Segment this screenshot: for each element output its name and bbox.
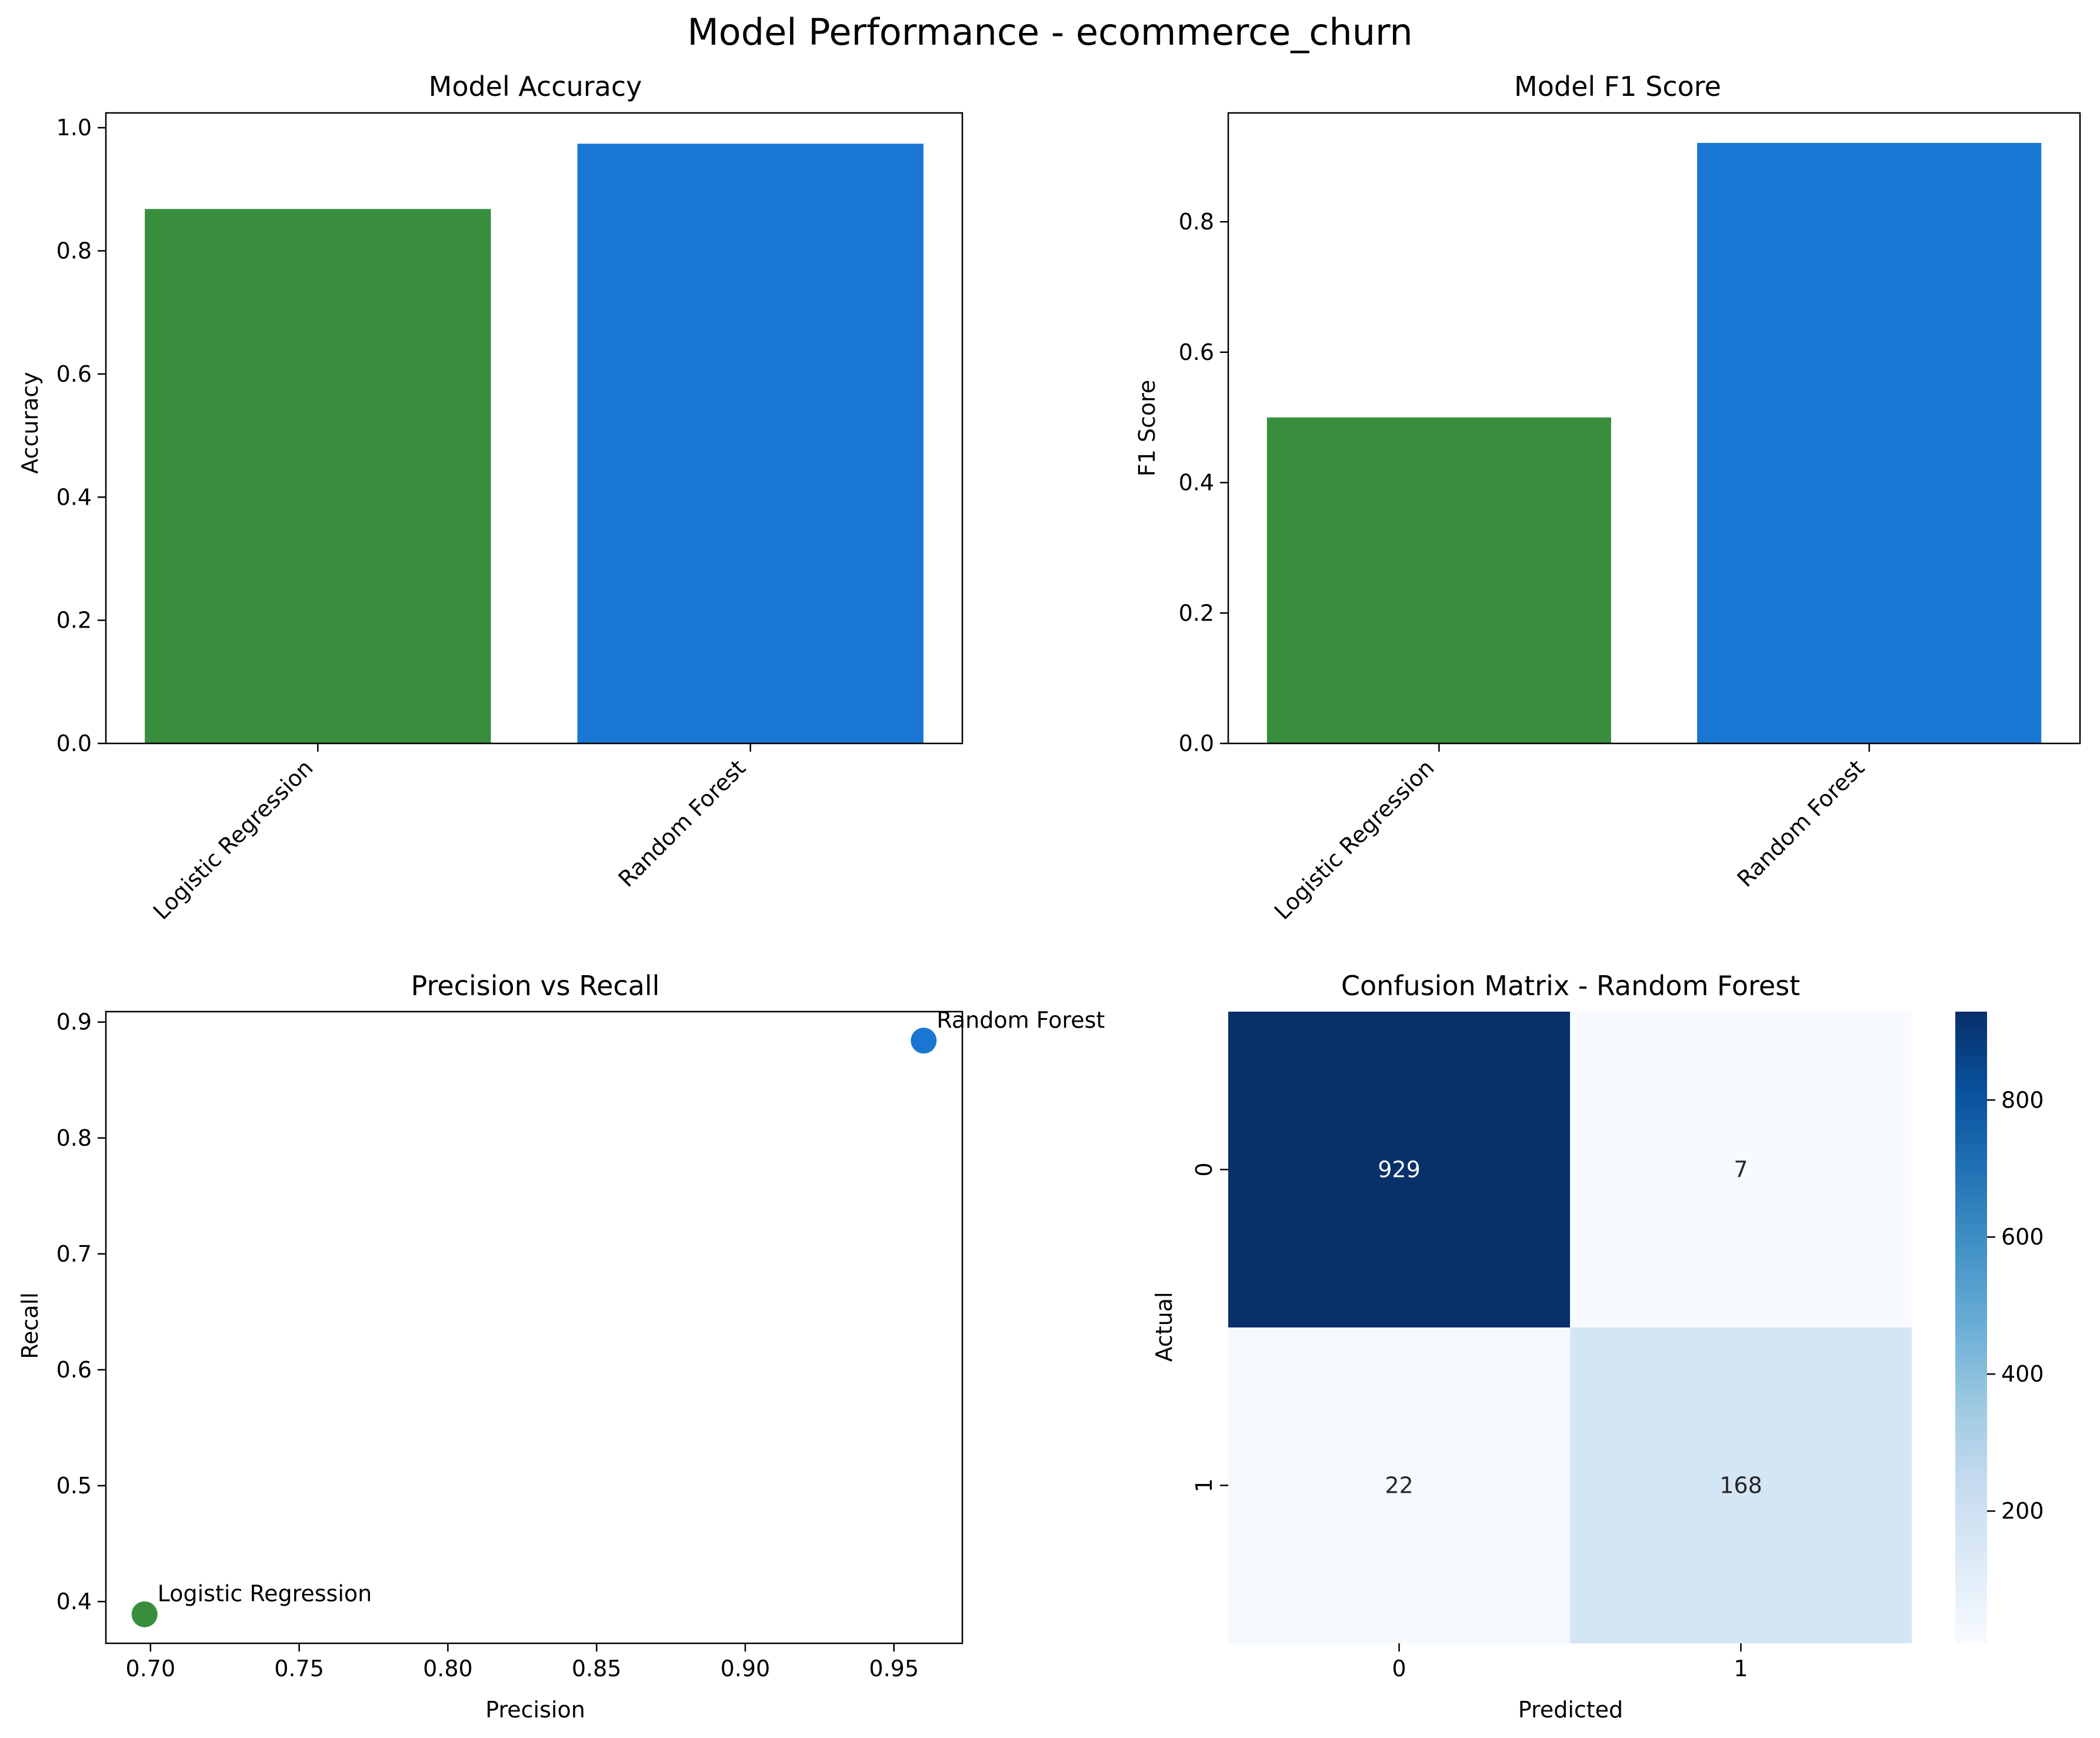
scatter-axis-ticks: 0.70 0.75 0.80 0.85 0.90 0.95 0.4 0.5 0.6 0.7 0.8 0…: [56, 1009, 919, 1682]
f1-chart-title: Model F1 Score: [1514, 71, 1721, 102]
accuracy-y-tick-label: 1.0: [56, 115, 92, 141]
scatter-y-tick-label: 0.4: [56, 1589, 92, 1614]
heatmap-y-tick-label: 1: [1191, 1478, 1217, 1492]
f1-bar: [1266, 417, 1611, 743]
scatter-x-axis-label: Precision: [485, 1697, 585, 1723]
heatmap-cell-label: 7: [1734, 1157, 1748, 1183]
scatter-y-tick-label: 0.9: [56, 1009, 92, 1035]
scatter-y-tick-label: 0.6: [56, 1357, 92, 1383]
heatmap-x-tick-label: 1: [1734, 1656, 1748, 1682]
heatmap-x-axis-label: Predicted: [1518, 1697, 1623, 1723]
figure-title: Model Performance - ecommerce_churn: [687, 11, 1412, 54]
accuracy-y-tick-label: 0.8: [56, 238, 92, 264]
scatter-point: [911, 1028, 937, 1054]
f1-y-tick-label: 0.2: [1179, 600, 1214, 626]
f1-bars: [1266, 142, 2042, 744]
accuracy-plot-frame: [105, 112, 964, 745]
accuracy-y-tick-label: 0.0: [56, 730, 92, 756]
heatmap-cell-label: 168: [1719, 1473, 1762, 1499]
scatter-point-label: Logistic Regression: [158, 1581, 372, 1607]
heatmap-colorbar: 200 400 600 800: [1955, 1012, 2044, 1643]
colorbar-tick-label: 800: [2001, 1087, 2044, 1113]
accuracy-y-tick-label: 0.4: [56, 484, 92, 510]
scatter-y-axis-label: Recall: [17, 1292, 43, 1359]
scatter-points: Logistic Regression Random Forest: [131, 1007, 1105, 1627]
accuracy-bar: [577, 144, 924, 743]
heatmap-cell: [1570, 1012, 1912, 1327]
accuracy-y-tick-label: 0.2: [56, 608, 92, 633]
scatter-x-tick-label: 0.90: [721, 1656, 771, 1682]
scatter-x-tick-label: 0.75: [274, 1656, 324, 1682]
heatmap-cells: 929 7 22 168: [1228, 1012, 1912, 1643]
accuracy-bar: [145, 209, 491, 743]
scatter-x-tick-label: 0.70: [126, 1656, 176, 1682]
heatmap-chart-title: Confusion Matrix - Random Forest: [1341, 970, 1800, 1002]
colorbar-tick-label: 400: [2001, 1361, 2044, 1387]
heatmap-cell: [1228, 1327, 1570, 1643]
f1-y-axis-label: F1 Score: [1134, 380, 1160, 477]
heatmap-cell-label: 929: [1378, 1157, 1421, 1183]
heatmap-cell-label: 22: [1385, 1473, 1413, 1499]
f1-bar: [1697, 142, 2042, 744]
scatter-y-tick-label: 0.8: [56, 1125, 92, 1151]
heatmap-cell: [1570, 1327, 1912, 1643]
heatmap-x-tick-label: 0: [1392, 1656, 1406, 1682]
accuracy-bars: [145, 144, 924, 743]
colorbar-fill: [1955, 1012, 1987, 1643]
precision-recall-scatter: Precision vs Recall Precision Recall 0.7…: [17, 970, 1105, 1723]
heatmap-axis-ticks: 0 1 0 1: [1191, 1162, 1748, 1682]
scatter-point: [131, 1601, 158, 1627]
colorbar-tick-label: 600: [2001, 1224, 2044, 1250]
heatmap-y-axis-label: Actual: [1151, 1292, 1177, 1362]
scatter-chart-title: Precision vs Recall: [411, 970, 660, 1002]
accuracy-chart-title: Model Accuracy: [429, 71, 642, 102]
scatter-plot-frame: [105, 1010, 964, 1644]
accuracy-y-tick-label: 0.6: [56, 361, 92, 387]
f1-y-tick-label: 0.6: [1179, 339, 1214, 365]
f1-y-tick-label: 0.8: [1179, 209, 1214, 235]
colorbar-tick-label: 200: [2001, 1498, 2044, 1524]
f1-y-tick-label: 0.4: [1179, 470, 1214, 496]
accuracy-y-axis-label: Accuracy: [17, 372, 43, 474]
heatmap-y-tick-label: 0: [1191, 1162, 1217, 1176]
heatmap-cell: [1228, 1012, 1570, 1327]
f1-y-tick-label: 0.0: [1179, 730, 1214, 756]
f1-plot-frame: [1227, 112, 2081, 745]
scatter-y-tick-label: 0.7: [56, 1241, 92, 1267]
scatter-x-tick-label: 0.95: [869, 1656, 919, 1682]
f1-bar-chart: Model F1 Score F1 Score Logistic Regress…: [1134, 71, 2081, 925]
scatter-x-tick-label: 0.85: [572, 1656, 622, 1682]
confusion-matrix-heatmap: Confusion Matrix - Random Forest Predict…: [1151, 970, 2044, 1723]
scatter-x-tick-label: 0.80: [423, 1656, 473, 1682]
scatter-point-label: Random Forest: [936, 1007, 1105, 1033]
scatter-y-tick-label: 0.5: [56, 1473, 92, 1499]
